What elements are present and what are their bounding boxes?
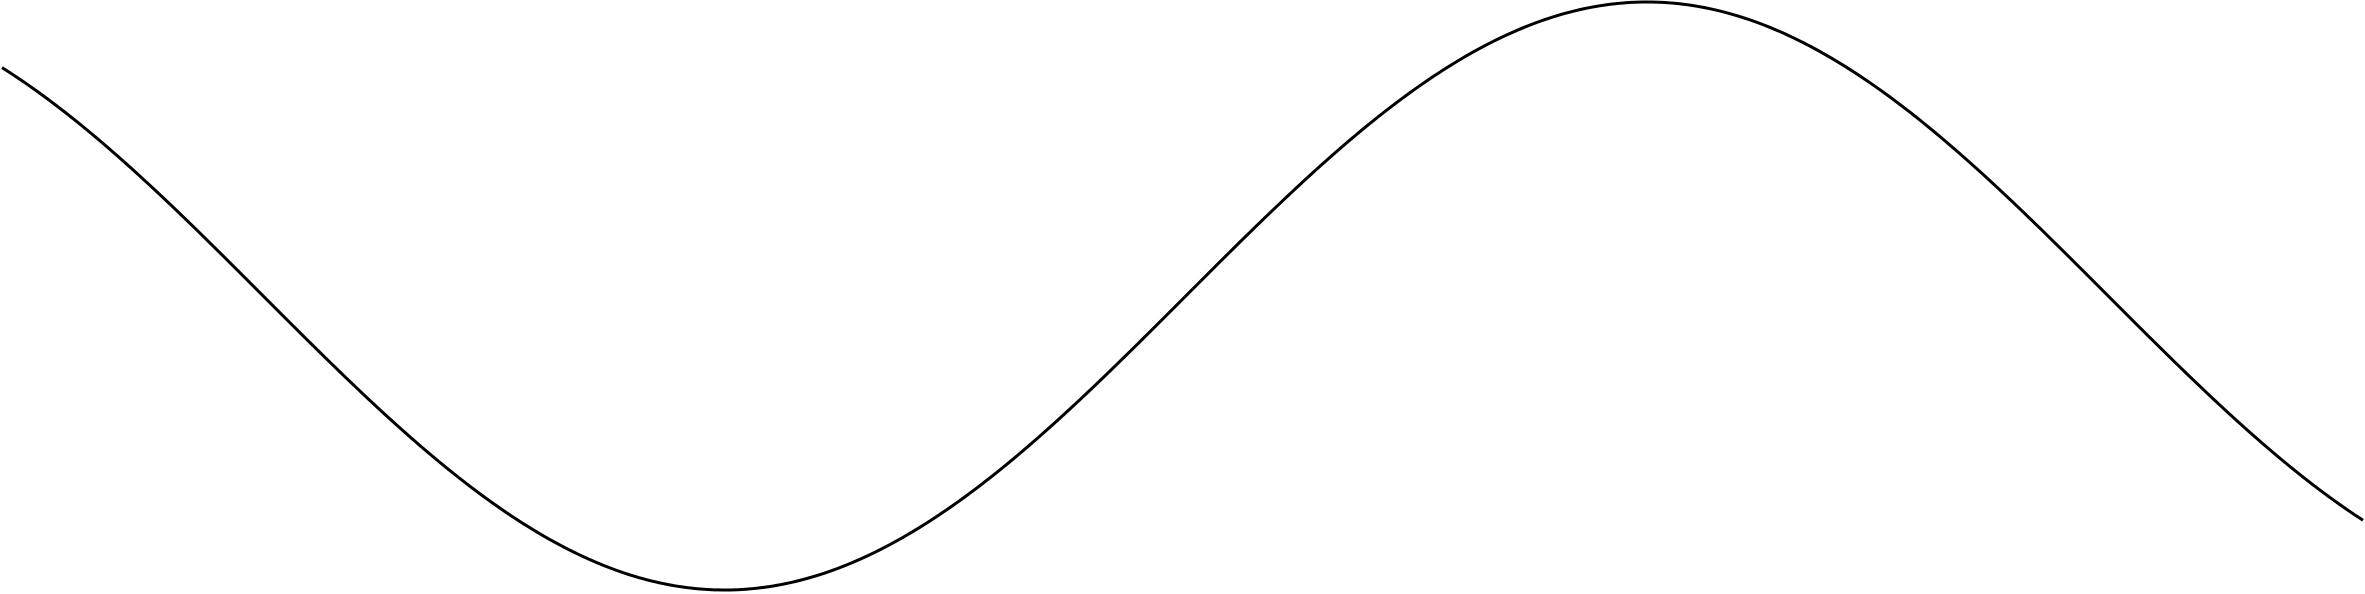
wave-diagram [1, 0, 2364, 592]
sine-wave-curve [1, 0, 2364, 592]
